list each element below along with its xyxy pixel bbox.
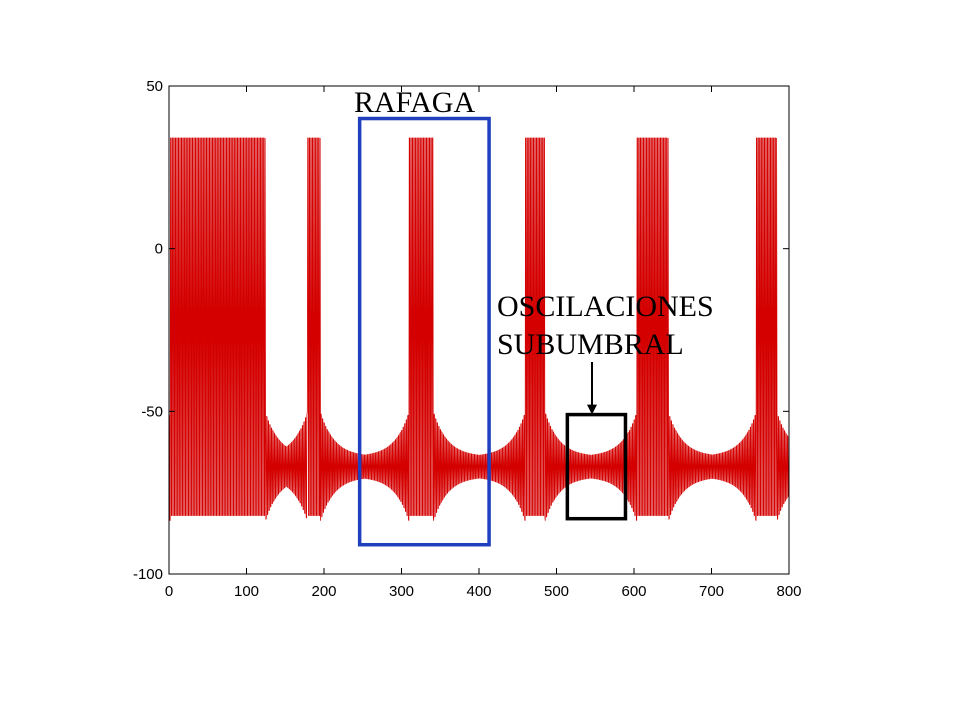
x-tick-label: 500	[544, 583, 569, 600]
x-tick-label: 200	[311, 583, 336, 600]
x-tick-label: 300	[389, 583, 414, 600]
annotation-layer: RAFAGA OSCILACIONES SUBUMBRAL	[354, 86, 714, 547]
oscilaciones-box	[565, 412, 628, 521]
y-tick-label: -50	[141, 403, 163, 420]
x-tick-label: 600	[621, 583, 646, 600]
x-tick-label: 400	[466, 583, 491, 600]
y-tick-label: 50	[146, 78, 163, 95]
x-tick-label: 100	[234, 583, 259, 600]
y-tick-label: 0	[155, 241, 163, 258]
rafaga-box	[357, 116, 491, 547]
x-tick-label: 700	[699, 583, 724, 600]
series-line	[168, 137, 790, 521]
y-tick-label: -100	[133, 566, 163, 583]
oscilaciones-label-line2: SUBUMBRAL	[497, 328, 684, 361]
rafaga-label: RAFAGA	[354, 86, 475, 119]
x-tick-label: 0	[165, 583, 173, 600]
oscilaciones-label-line1: OSCILACIONES	[497, 290, 714, 323]
x-tick-label: 800	[776, 583, 801, 600]
series-layer	[168, 137, 790, 521]
ticks-layer: 0 100 200 300 400 500 600 700 800 -100 -50 0 50	[133, 78, 802, 600]
annotation-arrow-head	[587, 404, 597, 415]
